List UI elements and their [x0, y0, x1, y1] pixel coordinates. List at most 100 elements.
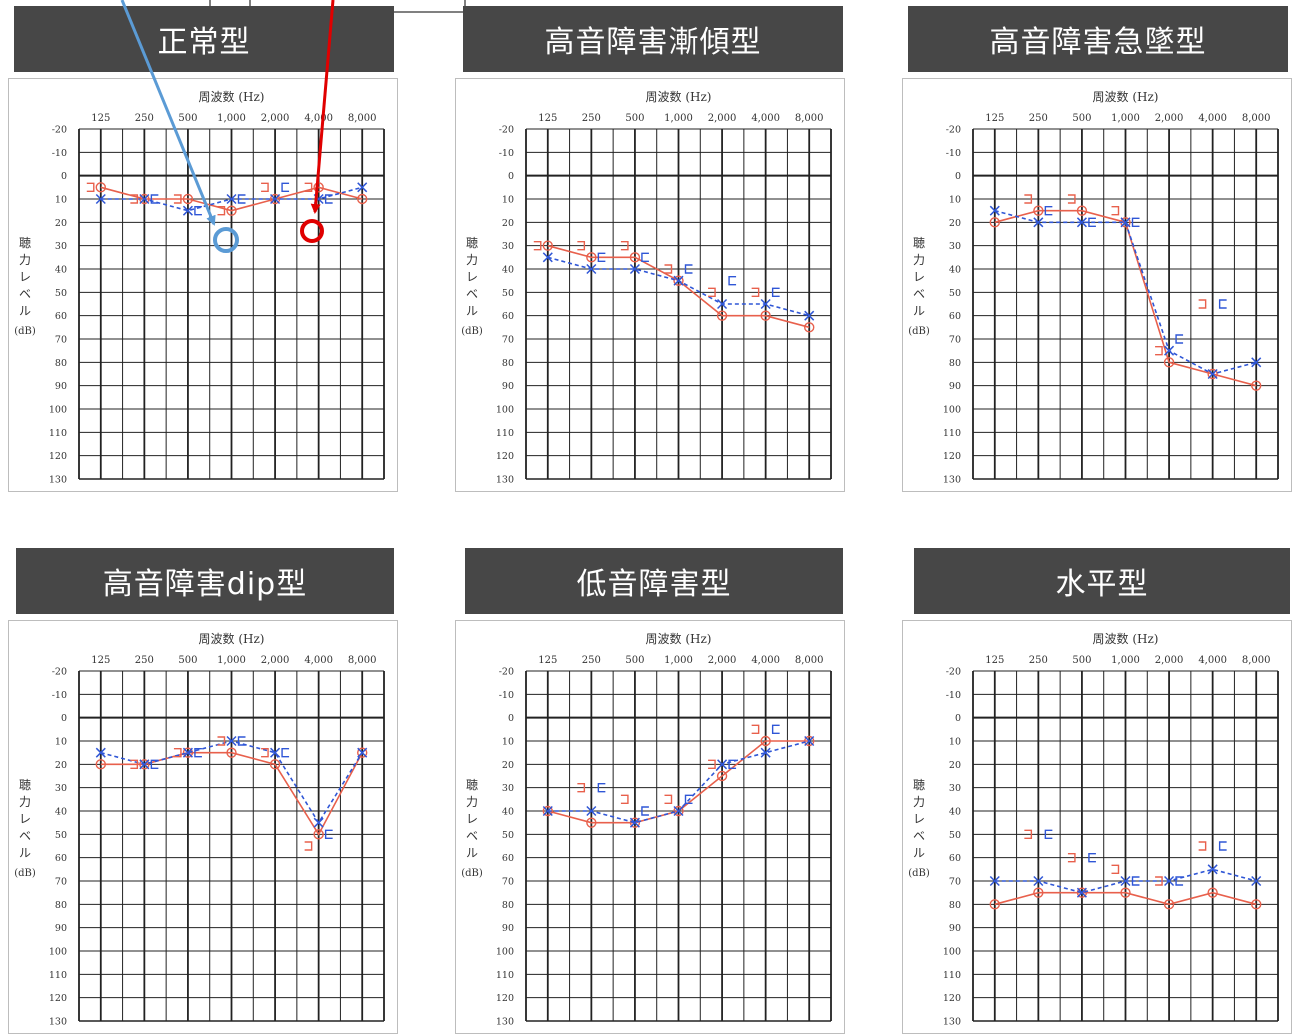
- right-bone-marker: [1198, 841, 1207, 851]
- chart-title-banner: 高音障害漸傾型: [463, 6, 843, 72]
- right-bone-marker: [1024, 829, 1033, 840]
- hearing-level-axis-unit: (dB): [908, 326, 930, 337]
- hearing-level-axis-label: レ: [913, 270, 925, 284]
- hearing-level-tick-label: 10: [502, 195, 514, 206]
- hearing-level-tick-label: -10: [52, 690, 67, 701]
- hearing-level-tick-label: 80: [949, 358, 961, 369]
- hearing-level-tick-label: 50: [55, 830, 67, 841]
- left-bone-marker: [324, 829, 333, 840]
- right-bone-marker: [577, 240, 586, 251]
- audiogram-svg: 周波数 (Hz)125 250 500 1,000 2,000 4,000 8,000-20…: [461, 631, 832, 1028]
- left-bone-marker: [281, 182, 290, 193]
- left-bone-marker: [684, 794, 693, 805]
- left-ear-marker: [139, 759, 150, 770]
- left-bone-marker: [728, 759, 737, 770]
- right-ear-marker: [1033, 205, 1044, 216]
- hearing-level-axis-label: レ: [466, 270, 478, 284]
- right-ear-marker: [989, 217, 1000, 228]
- right-ear-marker: [1207, 368, 1218, 380]
- left-bone-marker: [237, 736, 246, 746]
- left-ear-marker-stroke: [804, 735, 815, 747]
- left-bone-marker: [1088, 217, 1096, 228]
- hearing-level-tick-label: -20: [946, 667, 961, 678]
- hearing-level-tick-label: 60: [949, 853, 961, 864]
- hearing-level-tick-label: 20: [55, 218, 67, 229]
- right-bone-marker: [708, 759, 716, 770]
- left-ear-marker-stroke: [989, 875, 1000, 887]
- left-bone-marker: [1218, 299, 1227, 309]
- audiogram-panel: 周波数 (Hz) 125 250 500 1,000 2,000 4,000 8,000 -20…: [8, 78, 398, 492]
- left-ear-marker: [95, 193, 106, 205]
- hearing-level-tick-label: 0: [61, 171, 67, 182]
- hearing-level-tick-label: 110: [496, 970, 514, 981]
- left-ear-marker: [1033, 875, 1044, 887]
- hearing-level-tick-label: 20: [949, 760, 961, 771]
- left-ear-marker-stroke: [760, 747, 771, 758]
- frequency-tick-label: 8,000: [348, 655, 377, 666]
- audiogram-panel: 周波数 (Hz) 125 250 500 1,000 2,000 4,000 8,000 -20…: [8, 620, 398, 1034]
- left-bone-marker: [1131, 217, 1140, 228]
- right-ear-marker: [673, 805, 684, 817]
- hearing-level-tick-label: 90: [949, 381, 961, 392]
- left-ear-marker-stroke: [1207, 368, 1218, 380]
- hearing-level-axis-label: 力: [913, 253, 925, 267]
- frequency-tick-label: 4,000: [1198, 655, 1227, 666]
- hearing-level-axis-label: 力: [19, 253, 31, 267]
- left-bone-marker: [1218, 841, 1227, 851]
- hearing-level-axis-unit: (dB): [14, 868, 36, 879]
- right-ear-marker: [804, 322, 815, 333]
- frequency-tick-label: 250: [135, 655, 154, 666]
- hearing-level-axis-label: ベ: [913, 829, 925, 843]
- left-ear-marker: [1076, 887, 1087, 898]
- hearing-level-tick-label: 20: [502, 218, 514, 229]
- hearing-level-axis-label: ル: [19, 846, 31, 860]
- frequency-tick-label: 2,000: [1155, 113, 1184, 124]
- frequency-tick-label: 4,000: [304, 113, 333, 124]
- hearing-level-tick-label: 80: [502, 900, 514, 911]
- hearing-level-tick-label: 70: [55, 335, 67, 346]
- frequency-tick-label: 125: [985, 113, 1004, 124]
- hearing-level-tick-label: 90: [502, 923, 514, 934]
- left-ear-marker: [1033, 217, 1044, 228]
- hearing-level-axis-label: ル: [466, 846, 478, 860]
- right-ear-line: [994, 891, 1257, 906]
- right-bone-marker: [664, 264, 673, 274]
- frequency-tick-label: 125: [91, 655, 110, 666]
- left-ear-marker: [1251, 357, 1262, 368]
- audiogram-panel: 周波数 (Hz) 125 250 500 1,000 2,000 4,000 8,000 -20…: [455, 620, 845, 1034]
- chart-title-banner: 正常型: [14, 6, 394, 72]
- audiogram-panel: 周波数 (Hz) 125 250 500 1,000 2,000 4,000 8,000 -20…: [902, 620, 1292, 1034]
- hearing-level-tick-label: 130: [496, 475, 514, 486]
- right-bone-marker: [130, 759, 139, 770]
- frequency-tick-label: 1,000: [217, 113, 246, 124]
- frequency-tick-label: 4,000: [751, 113, 780, 124]
- right-ear-marker: [182, 747, 194, 758]
- right-ear-marker: [716, 310, 728, 321]
- hearing-level-tick-label: 120: [943, 993, 961, 1004]
- left-ear-marker-stroke: [182, 747, 193, 758]
- hearing-level-tick-label: 100: [49, 947, 67, 958]
- left-ear-marker-stroke: [1207, 864, 1218, 875]
- left-ear-marker-stroke: [1120, 875, 1131, 887]
- hearing-level-axis-label: ル: [19, 304, 31, 318]
- right-ear-marker: [989, 899, 1000, 910]
- frequency-tick-label: 250: [1029, 113, 1048, 124]
- hearing-level-axis-label: 聴: [913, 236, 925, 250]
- hearing-level-tick-label: 120: [943, 451, 961, 462]
- hearing-level-axis-unit: (dB): [461, 326, 483, 337]
- right-ear-marker: [673, 275, 684, 286]
- right-ear-marker: [95, 182, 106, 193]
- frequency-tick-label: 8,000: [1242, 113, 1271, 124]
- left-bone-marker: [237, 194, 246, 204]
- chart-title: 高音障害dip型: [102, 567, 308, 602]
- right-ear-marker: [95, 759, 106, 770]
- frequency-tick-label: 1,000: [664, 113, 693, 124]
- left-ear-marker: [989, 875, 1000, 887]
- frequency-tick-label: 125: [985, 655, 1004, 666]
- audiogram-svg: 周波数 (Hz)125 250 500 1,000 2,000 4,000 8,000-20…: [461, 89, 832, 486]
- frequency-tick-label: 1,000: [1111, 113, 1140, 124]
- hearing-level-tick-label: 90: [949, 923, 961, 934]
- hearing-level-tick-label: 40: [55, 265, 67, 276]
- hearing-level-tick-label: -20: [52, 667, 67, 678]
- left-bone-marker: [1175, 334, 1184, 344]
